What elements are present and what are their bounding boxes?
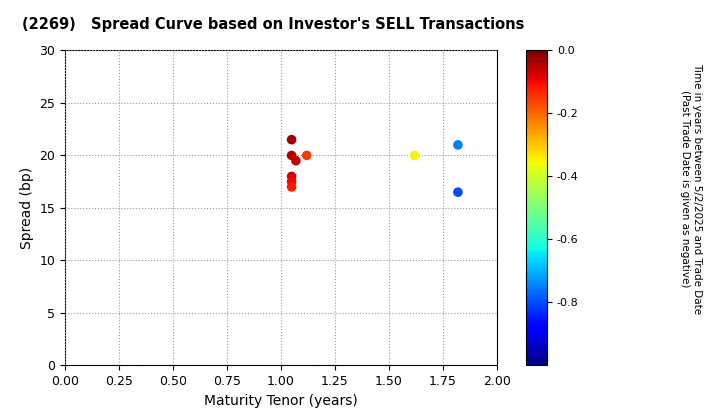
Point [286, 184, 297, 190]
Y-axis label: Spread (bp): Spread (bp) [19, 167, 34, 249]
Point [290, 157, 302, 164]
Point [286, 136, 297, 143]
Point [452, 142, 464, 148]
Point [286, 178, 297, 185]
Point [301, 152, 312, 159]
Text: Time in years between 5/2/2025 and Trade Date
(Past Trade Date is given as negat: Time in years between 5/2/2025 and Trade… [680, 63, 702, 315]
Point [286, 173, 297, 180]
Point [409, 152, 420, 159]
Text: (2269)   Spread Curve based on Investor's SELL Transactions: (2269) Spread Curve based on Investor's … [22, 17, 525, 32]
X-axis label: Maturity Tenor (years): Maturity Tenor (years) [204, 394, 358, 408]
Point [452, 189, 464, 196]
Point [286, 152, 297, 159]
